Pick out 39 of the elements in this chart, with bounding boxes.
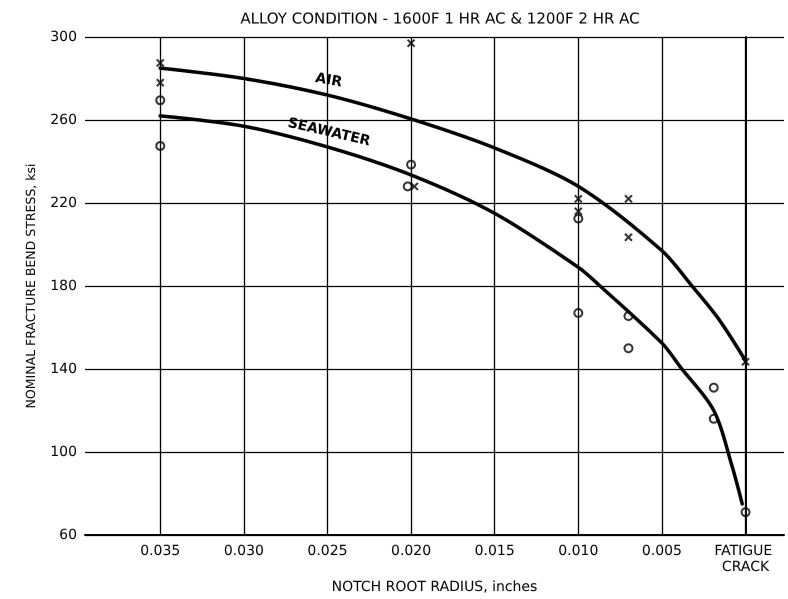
x-axis-title: NOTCH ROOT RADIUS, inches bbox=[332, 578, 538, 595]
y-tick-label: 60 bbox=[59, 527, 77, 543]
point bbox=[155, 95, 166, 106]
point bbox=[708, 382, 719, 393]
x-tick-label: 0.010 bbox=[558, 543, 598, 559]
point bbox=[624, 194, 633, 204]
y-tick-label: 140 bbox=[50, 361, 77, 377]
y-tick-label: 220 bbox=[50, 195, 77, 211]
point bbox=[402, 181, 413, 192]
point bbox=[156, 78, 165, 88]
point bbox=[623, 311, 634, 322]
x-tick-label: 0.015 bbox=[474, 543, 515, 559]
text: AIR bbox=[314, 70, 344, 90]
point bbox=[155, 140, 166, 151]
y-tick-label: 100 bbox=[50, 444, 77, 460]
point bbox=[573, 308, 584, 318]
point bbox=[574, 194, 583, 204]
point bbox=[740, 507, 751, 518]
point bbox=[624, 232, 633, 242]
x-tick-label: 0.005 bbox=[642, 543, 682, 559]
point bbox=[623, 343, 634, 354]
y-tick-label: 180 bbox=[50, 278, 77, 294]
point bbox=[573, 214, 584, 224]
point bbox=[406, 38, 416, 48]
point bbox=[156, 58, 165, 68]
x-tick-label: FATIGUE CRACK bbox=[714, 543, 777, 575]
point bbox=[741, 357, 750, 366]
x-tick-label: 0.025 bbox=[307, 543, 348, 559]
x-tick-label: 0.030 bbox=[224, 543, 264, 559]
y-tick-label: 260 bbox=[50, 112, 77, 128]
point bbox=[574, 206, 583, 216]
chart-title: ALLOY CONDITION - 1600F 1 HR AC & 1200F 2 HR AC bbox=[240, 10, 640, 28]
point bbox=[406, 160, 416, 170]
y-axis-title: NOMINAL FRACTURE BEND STRESS, ksi bbox=[23, 164, 38, 408]
point bbox=[708, 414, 719, 424]
y-tick-label: 300 bbox=[50, 29, 77, 45]
point bbox=[410, 182, 419, 191]
x-tick-label: 0.035 bbox=[140, 543, 180, 559]
x-tick-label: 0.020 bbox=[391, 543, 432, 559]
